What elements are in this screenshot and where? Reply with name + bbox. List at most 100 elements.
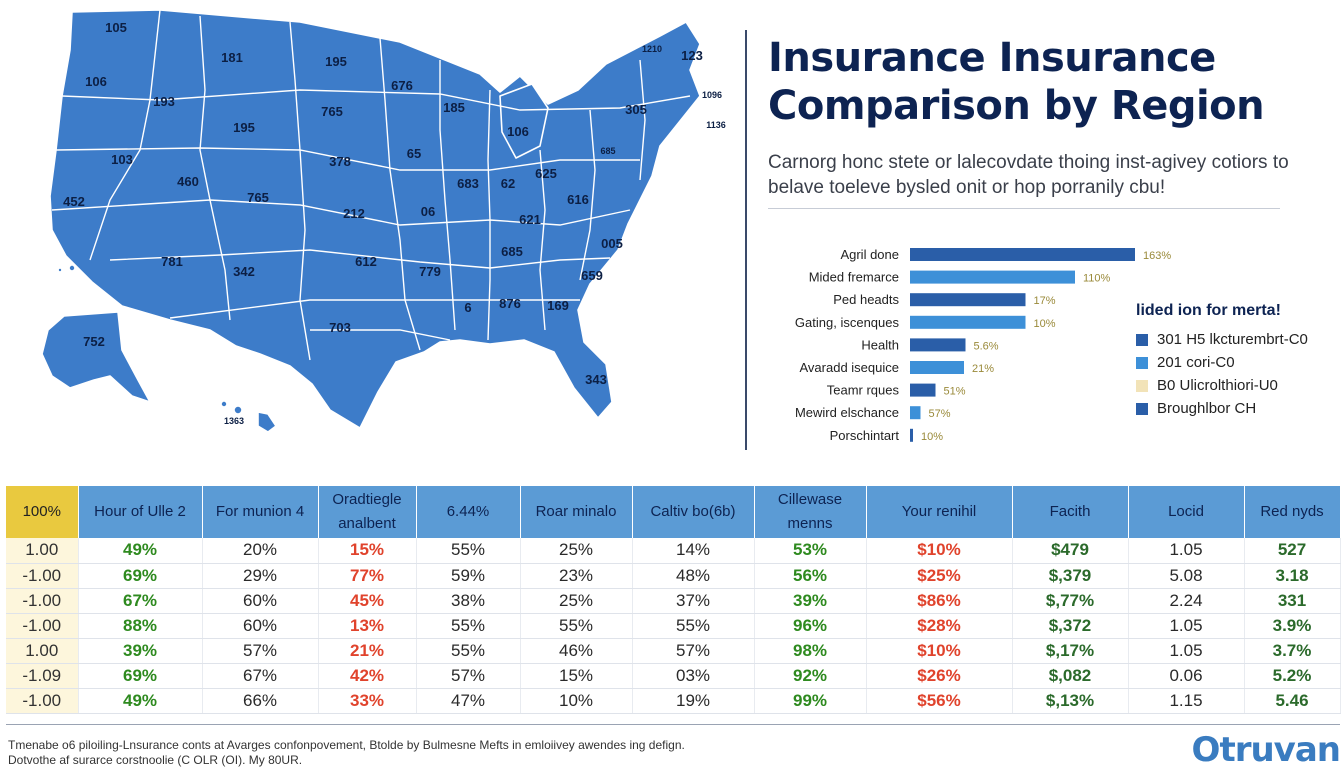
- map-state-label: 185: [443, 100, 465, 115]
- map-state-label: 195: [325, 54, 347, 69]
- legend-label: B0 Ulicrolthiori-U0: [1157, 377, 1278, 394]
- bar-value-label: 57%: [929, 408, 951, 420]
- table-row: 1.00 49% 20% 15% 55% 25% 14% 53% $10% $479 1.05 527: [6, 538, 1341, 564]
- table-cell: $25%: [866, 563, 1013, 589]
- map-state-label: 106: [85, 74, 107, 89]
- table-cell: 69%: [78, 563, 203, 589]
- map-hawaii: [257, 411, 277, 433]
- legend-swatch: [1136, 402, 1148, 415]
- map-state-label: 1136: [706, 120, 726, 130]
- table-cell: 57%: [416, 663, 521, 689]
- table-row: 1.00 39% 57% 21% 55% 46% 57% 98% $10% $,17% 1.05 3.…: [6, 638, 1341, 664]
- table-cell: 67%: [78, 588, 203, 614]
- bar: [910, 338, 966, 352]
- map-alaska: [41, 311, 151, 403]
- map-state-label: 676: [391, 78, 413, 93]
- bar-category-label: Mided fremarce: [809, 270, 899, 285]
- table-cell: $,13%: [1012, 688, 1129, 714]
- bar: [910, 293, 1026, 307]
- map-state-label: 193: [153, 94, 175, 109]
- table-cell: -1.00: [6, 688, 79, 714]
- table-cell: -1.09: [6, 663, 79, 689]
- table-column-header: 6.44%: [416, 486, 521, 538]
- table-column-header: 100%: [6, 486, 79, 538]
- table-cell: 59%: [416, 563, 521, 589]
- map-state-label: 169: [547, 298, 569, 313]
- map-state-label: 212: [343, 206, 365, 221]
- map-state-label: 105: [105, 20, 127, 35]
- table-bottom-rule: [6, 724, 1340, 725]
- table-cell: 25%: [520, 538, 633, 564]
- chart-legend: lided ion for merta! 301 H5 lkcturembrt-…: [1136, 302, 1341, 420]
- bar-value-label: 110%: [1083, 273, 1111, 285]
- map-state-label: 460: [177, 174, 199, 189]
- table-cell: 55%: [632, 613, 755, 639]
- table-row: -1.00 88% 60% 13% 55% 55% 55% 96% $28% $,372 1.05 3…: [6, 613, 1341, 639]
- table-cell: 331: [1244, 588, 1341, 614]
- map-mainland: [49, 9, 701, 429]
- map-state-label: 685: [600, 146, 615, 156]
- table-cell: 2.24: [1128, 588, 1245, 614]
- table-cell: 46%: [520, 638, 633, 664]
- bar-category-label: Gating, iscenques: [795, 315, 900, 330]
- table-cell: $86%: [866, 588, 1013, 614]
- table-cell: $,372: [1012, 613, 1129, 639]
- comparison-table: 100% Hour of Ulle 2 For munion 4 Oradtiegle…: [6, 486, 1341, 714]
- brand-logo: Otruvan: [1191, 730, 1341, 768]
- table-cell: 55%: [416, 638, 521, 664]
- map-state-label: 343: [585, 372, 607, 387]
- legend-label: Broughlbor CH: [1157, 400, 1257, 417]
- legend-item: 301 H5 lkcturembrt-C0: [1136, 328, 1341, 351]
- map-borders: [51, 9, 691, 361]
- bar-category-label: Teamr rques: [827, 383, 900, 398]
- table-cell: 47%: [416, 688, 521, 714]
- table-cell: 5.46: [1244, 688, 1341, 714]
- table-column-header: Oradtiegle analbent: [318, 486, 417, 538]
- bar-category-label: Health: [861, 337, 899, 352]
- table-cell: $56%: [866, 688, 1013, 714]
- bar-category-label: Agril done: [840, 247, 899, 262]
- table-cell: $,17%: [1012, 638, 1129, 664]
- bar-category-label: Mewird elschance: [795, 405, 899, 420]
- legend-items: 301 H5 lkcturembrt-C0 201 cori-C0 B0 Ulicr…: [1136, 328, 1341, 420]
- table-cell: 1.00: [6, 638, 79, 664]
- table-cell: 3.9%: [1244, 613, 1341, 639]
- bar: [910, 248, 1135, 261]
- page-title: Insurance Insurance Comparison by Region: [768, 35, 1265, 129]
- map-state-label: 6: [464, 300, 471, 315]
- table-cell: -1.00: [6, 588, 79, 614]
- table-cell: 99%: [754, 688, 867, 714]
- legend-title: lided ion for merta!: [1136, 302, 1281, 319]
- table-cell: 1.05: [1128, 613, 1245, 639]
- table-cell: -1.00: [6, 563, 79, 589]
- map-state-label: 752: [83, 334, 105, 349]
- table-cell: 33%: [318, 688, 417, 714]
- comparison-table-wrap: 100% Hour of Ulle 2 For munion 4 Oradtiegle…: [6, 486, 1341, 714]
- map-state-label: 703: [329, 320, 351, 335]
- table-cell: -1.00: [6, 613, 79, 639]
- table-cell: $,082: [1012, 663, 1129, 689]
- map-state-label: 779: [419, 264, 441, 279]
- map-island: [68, 264, 76, 272]
- legend-label: 201 cori-C0: [1157, 354, 1235, 371]
- table-cell: 29%: [202, 563, 319, 589]
- map-state-label: 625: [535, 166, 557, 181]
- legend-item: B0 Ulicrolthiori-U0: [1136, 374, 1341, 397]
- table-cell: 38%: [416, 588, 521, 614]
- table-cell: 23%: [520, 563, 633, 589]
- table-column-header: Caltiv bo(6b): [632, 486, 755, 538]
- table-cell: 19%: [632, 688, 755, 714]
- table-cell: 60%: [202, 588, 319, 614]
- map-svg: 105 181 195 676 1210 123 106 193 765 185…: [41, 9, 726, 433]
- table-cell: 48%: [632, 563, 755, 589]
- table-cell: 57%: [632, 638, 755, 664]
- legend-item: Broughlbor CH: [1136, 397, 1341, 420]
- map-state-label: 103: [111, 152, 133, 167]
- table-row: -1.00 67% 60% 45% 38% 25% 37% 39% $86% $,77% 2.24 3…: [6, 588, 1341, 614]
- map-state-label: 612: [355, 254, 377, 269]
- bar: [910, 383, 936, 397]
- map-state-label: 876: [499, 296, 521, 311]
- table-cell: 25%: [520, 588, 633, 614]
- table-cell: 53%: [754, 538, 867, 564]
- legend-label: 301 H5 lkcturembrt-C0: [1157, 331, 1308, 348]
